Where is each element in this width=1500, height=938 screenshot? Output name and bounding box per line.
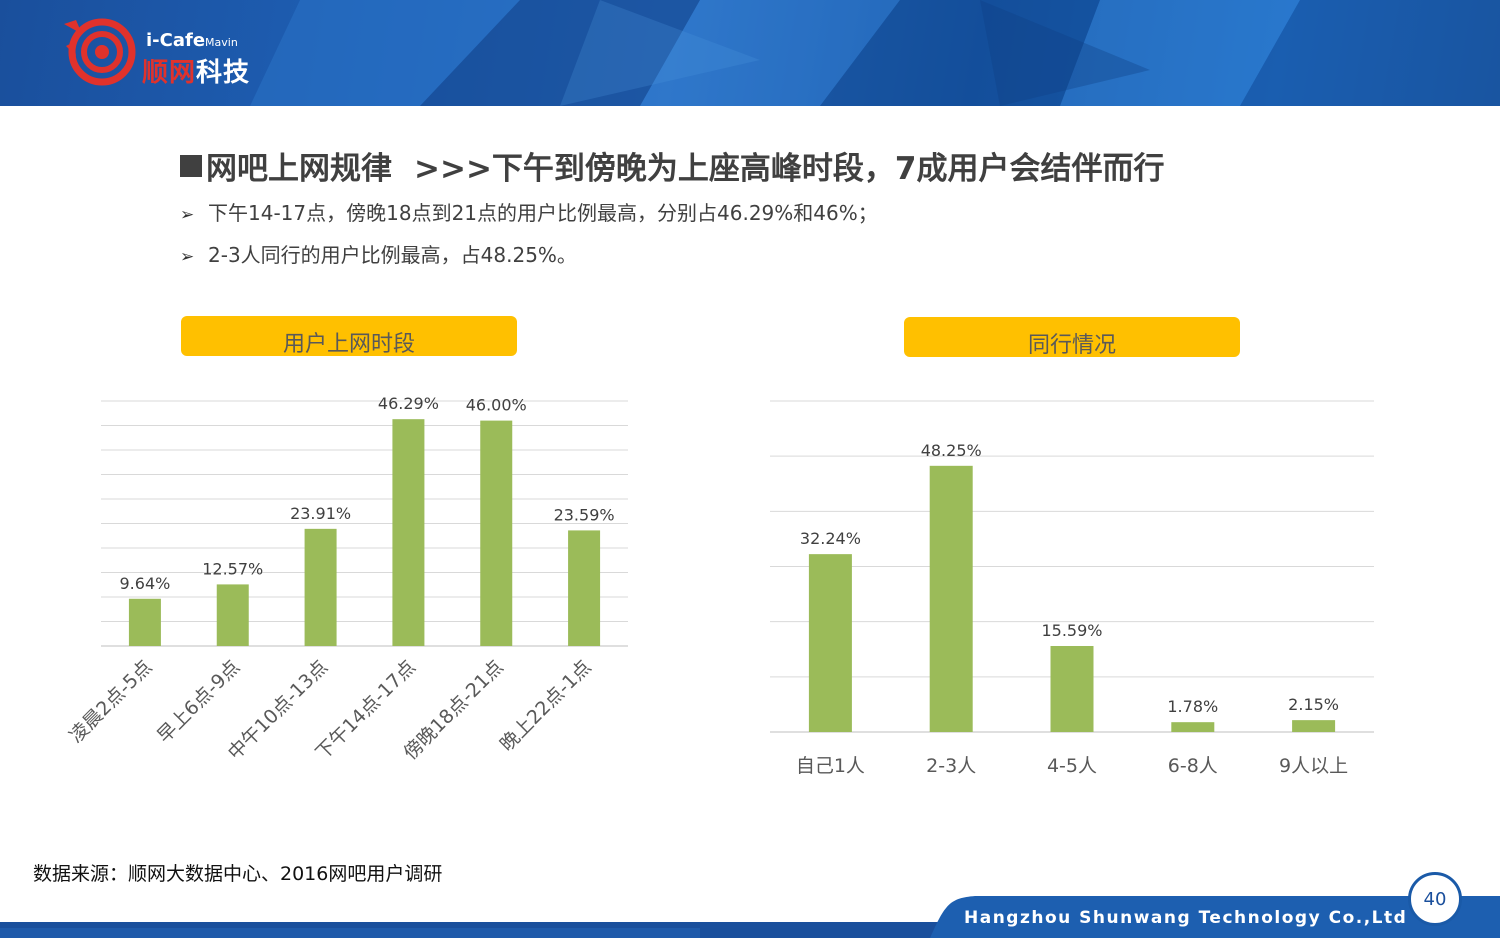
time-slot-bar-chart: 9.64%凌晨2点-5点12.57%早上6点-9点23.91%中午10点-13点…: [65, 394, 628, 764]
category-label: 自己1人: [796, 755, 865, 777]
bar: [808, 554, 852, 732]
bullet-text: 下午14-17点，傍晚18点到21点的用户比例最高，分别占46.29%和46%；: [208, 201, 878, 225]
bar: [392, 419, 425, 646]
company-logo: i-CafeMavin 顺网科技: [62, 12, 302, 92]
bar: [1171, 722, 1215, 732]
bar: [1292, 720, 1336, 732]
banner-pattern: [250, 0, 1500, 106]
data-label: 48.25%: [921, 441, 982, 460]
data-label: 46.29%: [378, 394, 439, 413]
logo-en-text: i-CafeMavin: [146, 30, 238, 51]
target-logo-icon: [64, 18, 136, 86]
bottom-bar: [0, 894, 1500, 938]
bar: [480, 420, 513, 646]
arrow-bullet-icon: ➢: [180, 247, 195, 267]
title-square-icon: [180, 155, 202, 177]
bullet-text: 2-3人同行的用户比例最高，占48.25%。: [208, 243, 577, 267]
category-label: 4-5人: [1047, 755, 1097, 777]
bar: [304, 528, 337, 646]
bar: [929, 465, 973, 732]
data-label: 32.24%: [800, 529, 861, 548]
bar: [216, 584, 249, 646]
arrow-bullet-icon: ➢: [180, 205, 195, 225]
bottom-bar-shape: [0, 896, 1500, 938]
logo-cn-part1: 顺网: [142, 58, 197, 88]
data-label: 23.91%: [290, 504, 351, 523]
bar: [128, 598, 161, 646]
data-label: 1.78%: [1167, 697, 1218, 716]
data-label: 23.59%: [554, 505, 615, 524]
companion-bar-chart: 32.24% 自己1人 48.25% 2-3人 15.59% 4-5人 1.78% 6-8人 2…: [770, 400, 1374, 777]
data-label: 12.57%: [202, 559, 263, 578]
bullet-item: ➢ 下午14-17点，傍晚18点到21点的用户比例最高，分别占46.29%和46%…: [180, 197, 878, 226]
category-label: 2-3人: [926, 755, 976, 777]
logo-en-small: Mavin: [205, 36, 238, 49]
company-name: Hangzhou Shunwang Technology Co.,Ltd: [964, 908, 1408, 928]
data-label: 2.15%: [1288, 695, 1339, 714]
logo-cn-text: 顺网科技: [142, 52, 250, 89]
logo-en: i-Cafe: [146, 30, 206, 51]
data-source-note: 数据来源：顺网大数据中心、2016网吧用户调研: [33, 863, 443, 885]
page-number: 40: [1408, 872, 1462, 926]
bar: [568, 530, 601, 646]
title-part2: >>>下午到傍晚为上座高峰时段，7成用户会结伴而行: [414, 151, 1165, 187]
title-part1: 网吧上网规律: [206, 151, 392, 187]
category-label: 9人以上: [1279, 755, 1348, 777]
top-banner: i-CafeMavin 顺网科技: [0, 0, 1500, 106]
chart-title-companions: 同行情况: [904, 317, 1240, 357]
data-label: 15.59%: [1041, 621, 1102, 640]
data-label: 46.00%: [466, 396, 527, 415]
chart-title-time-slot: 用户上网时段: [181, 316, 517, 356]
slide-title: 网吧上网规律 >>>下午到傍晚为上座高峰时段，7成用户会结伴而行: [180, 143, 1165, 188]
bar: [1050, 645, 1094, 732]
data-label: 9.64%: [120, 574, 171, 593]
category-label: 6-8人: [1168, 755, 1218, 777]
logo-cn-part2: 科技: [196, 58, 251, 88]
bullet-item: ➢ 2-3人同行的用户比例最高，占48.25%。: [180, 239, 577, 268]
